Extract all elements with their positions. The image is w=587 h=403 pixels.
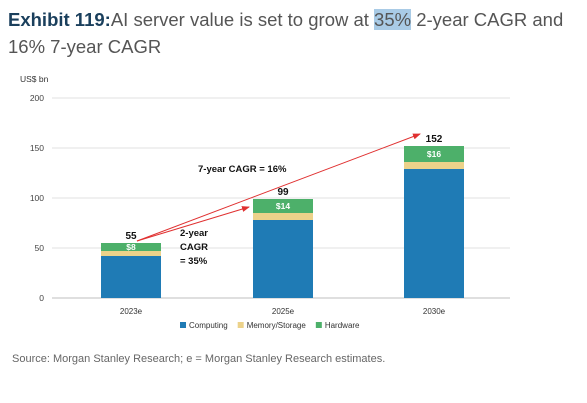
cagr-7year-arrow: [136, 133, 421, 242]
cagr-2year-line2: CAGR: [180, 242, 208, 253]
title-highlight: 35%: [374, 9, 412, 30]
bar-segment-memory-storage: [253, 213, 313, 220]
chart-title: Exhibit 119:AI server value is set to gr…: [8, 6, 583, 60]
cagr-2year-line1: 2-year: [180, 228, 208, 239]
x-category-label: 2030e: [423, 307, 446, 316]
bar-total-label: 55: [125, 231, 137, 242]
legend-label: Memory/Storage: [247, 321, 307, 330]
bar-segment-memory-storage: [101, 251, 161, 256]
source-note: Source: Morgan Stanley Research; e = Mor…: [12, 353, 386, 365]
y-tick-label: 200: [30, 93, 44, 103]
stacked-bar-chart: US$ bn 0 50 100 150 200 $855 $14 99 $16 152 2023…: [20, 74, 510, 330]
hardware-value-label: $8: [126, 242, 136, 252]
y-tick-label: 100: [30, 193, 44, 203]
x-category-label: 2025e: [272, 307, 295, 316]
y-tick-label: 0: [39, 293, 44, 303]
hardware-value-label: $16: [427, 149, 441, 159]
y-axis-unit-label: US$ bn: [20, 74, 49, 84]
legend-swatch: [180, 322, 186, 328]
cagr-2year-line3: = 35%: [180, 256, 208, 267]
cagr-2year-arrow: [136, 206, 250, 242]
y-tick-label: 150: [30, 143, 44, 153]
cagr-7year-annotation: 7-year CAGR = 16%: [198, 164, 287, 175]
legend-swatch: [237, 322, 244, 328]
bar-segment-hardware: [101, 243, 161, 251]
legend-label: Computing: [189, 321, 228, 330]
exhibit-label: Exhibit 119:: [8, 9, 111, 30]
y-tick-label: 50: [35, 243, 45, 253]
bar-total-label: 99: [277, 187, 289, 198]
title-text-part2: 2-year CAGR and 16% 7-year CAGR: [8, 9, 564, 57]
title-text-part1: AI server value is set to grow at: [110, 9, 375, 30]
x-category-label: 2023e: [120, 307, 143, 316]
bar-segment-hardware: [404, 146, 464, 162]
bar-segment-hardware: [253, 199, 313, 213]
bar-segment-computing: [404, 169, 464, 298]
hardware-value-label: $14: [276, 201, 290, 211]
bar-segment-computing: [253, 220, 313, 298]
bar-total-label: 152: [426, 134, 443, 145]
bar-segment-memory-storage: [404, 162, 464, 169]
legend-swatch: [315, 322, 322, 328]
bar-segment-computing: [101, 256, 161, 298]
legend-label: Hardware: [325, 321, 360, 330]
